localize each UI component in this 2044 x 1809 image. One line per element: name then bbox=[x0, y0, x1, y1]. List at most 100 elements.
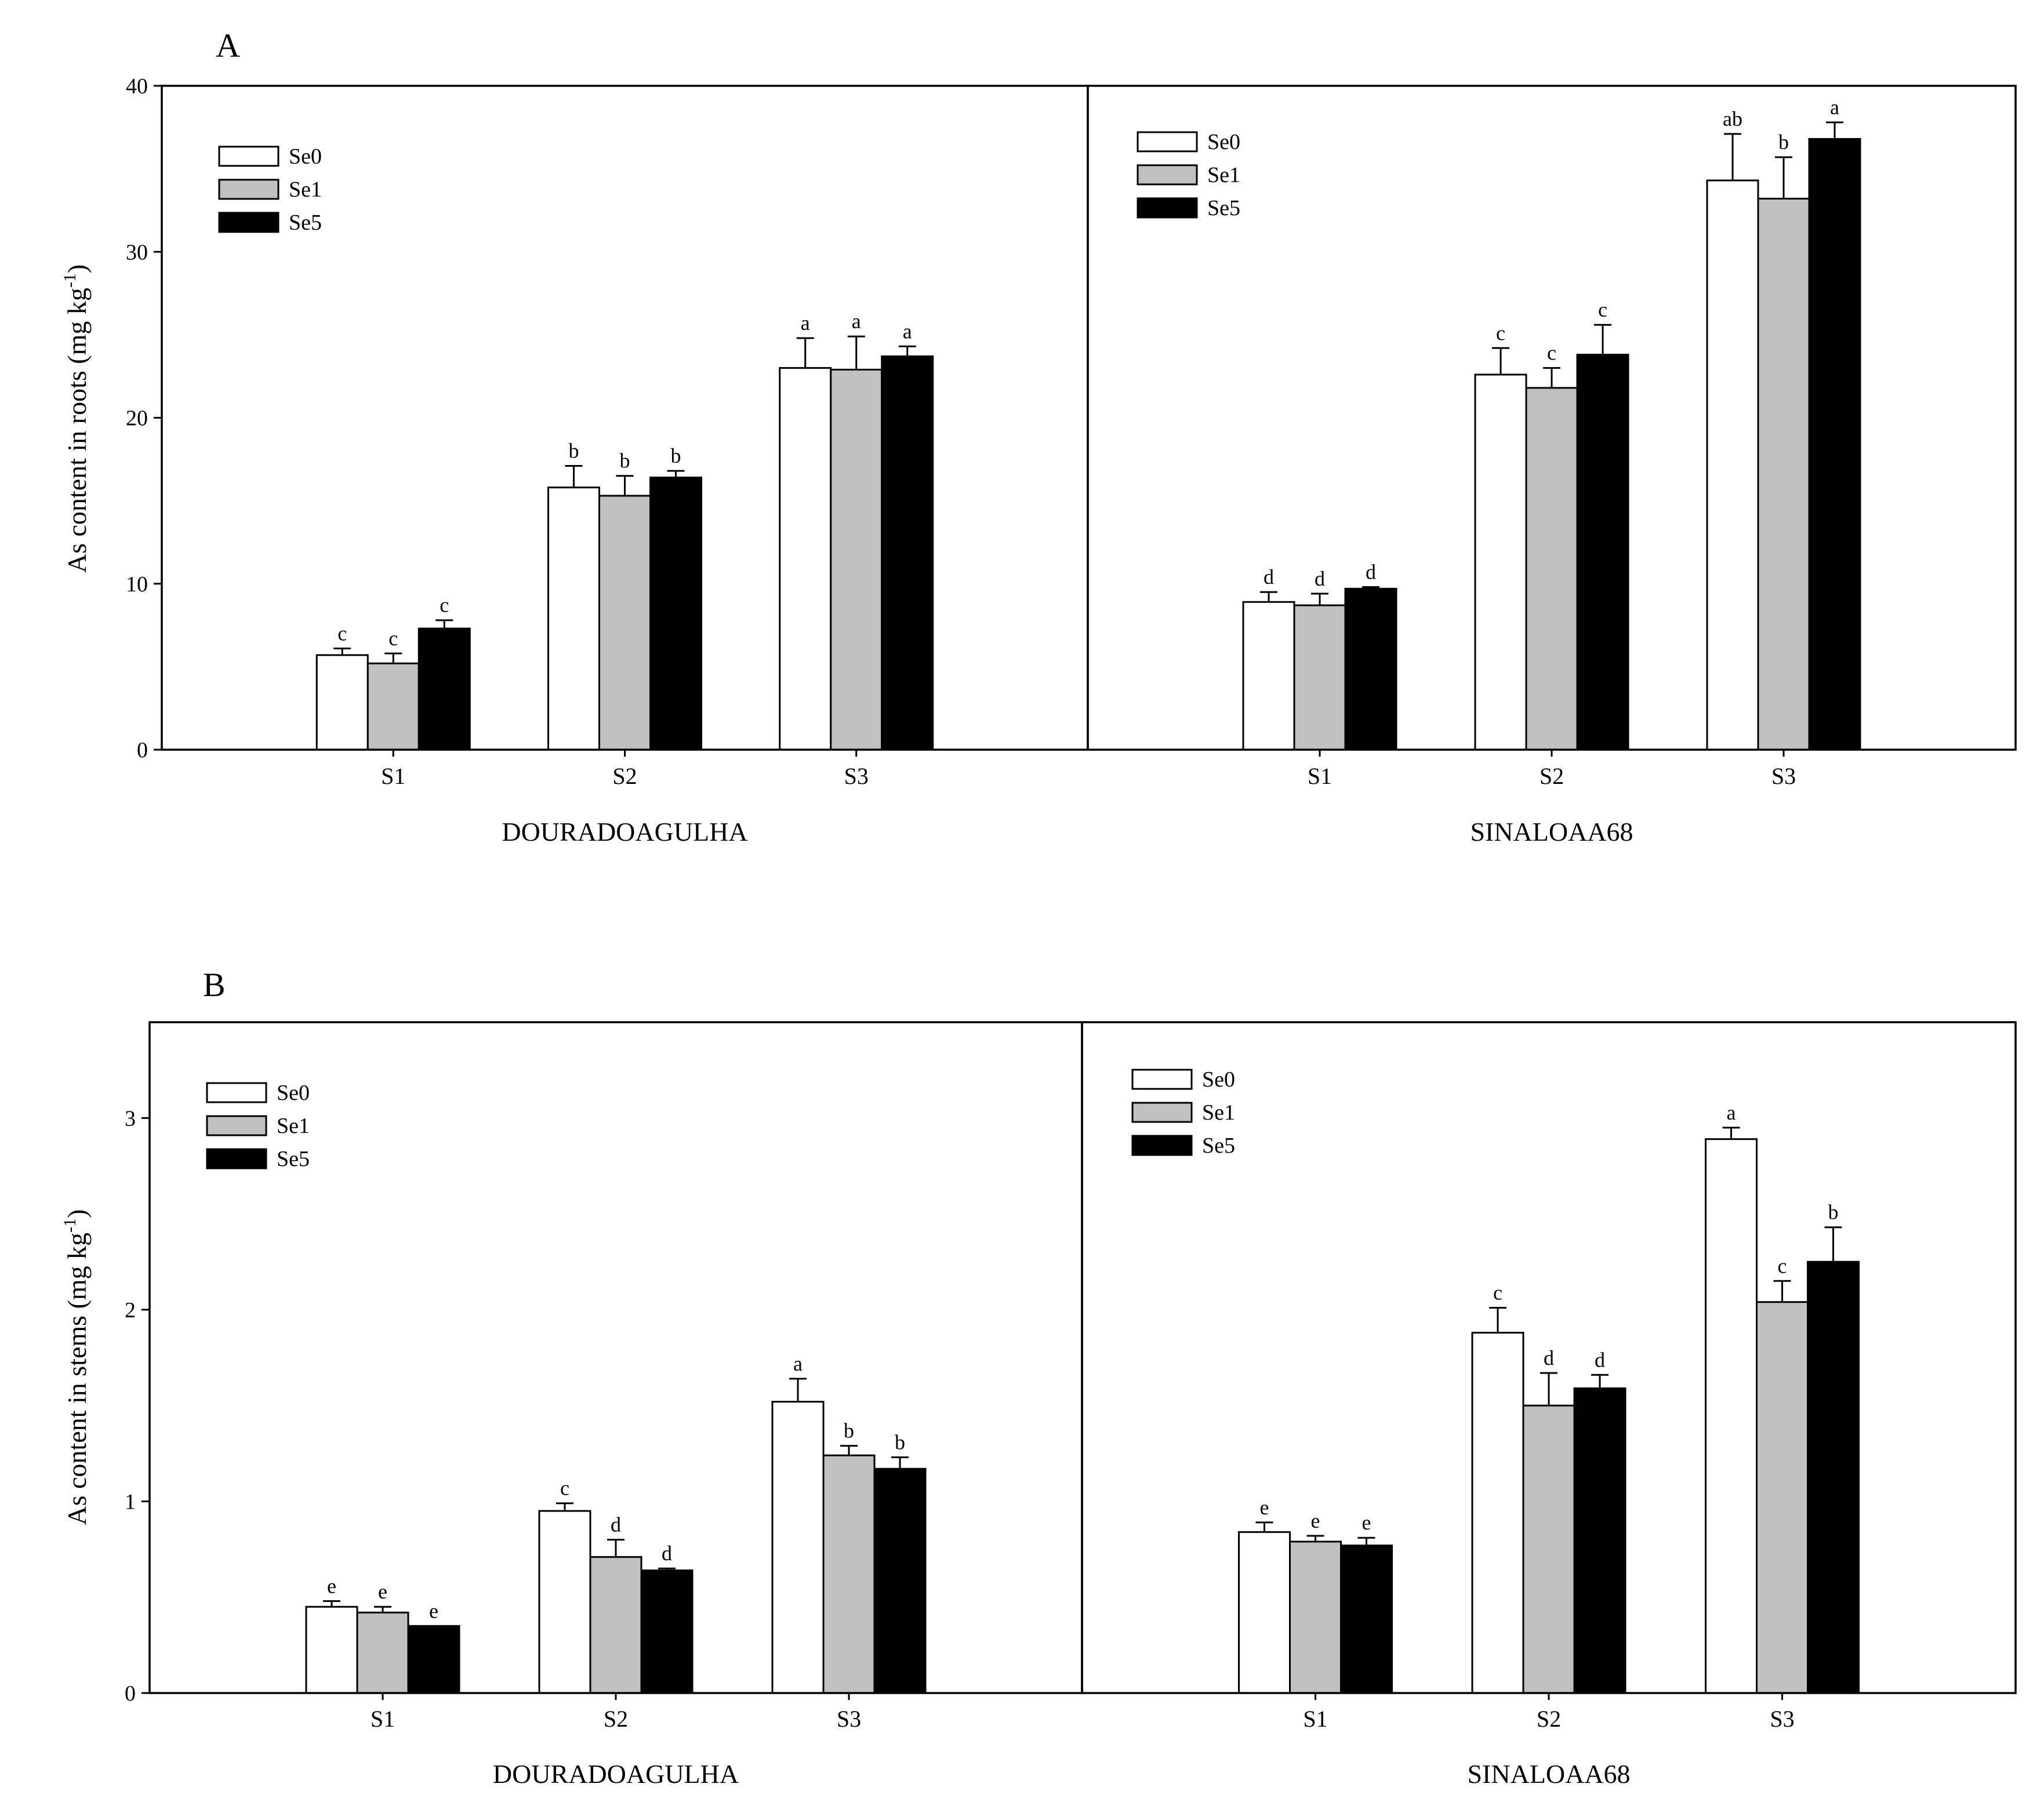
bar-se5-s3 bbox=[1807, 1261, 1860, 1694]
legend-label: Se0 bbox=[1207, 130, 1240, 154]
y-axis-title: As content in roots (mg kg-1) bbox=[60, 264, 92, 573]
category-label: S1 bbox=[371, 1706, 395, 1732]
bar-se1-s1 bbox=[366, 662, 420, 751]
significance-letter: c bbox=[1496, 321, 1505, 344]
bar-se5-s2 bbox=[1573, 1387, 1627, 1694]
significance-letter: c bbox=[337, 622, 347, 645]
category-label: S3 bbox=[1771, 763, 1796, 789]
bar-se5-s3 bbox=[1808, 138, 1861, 751]
bar-se0-s2 bbox=[538, 1510, 591, 1694]
significance-letter: c bbox=[1598, 298, 1607, 321]
legend: Se0 Se1 Se5 bbox=[218, 144, 322, 235]
significance-letter: d bbox=[1264, 565, 1274, 589]
category-label: S3 bbox=[1770, 1706, 1794, 1732]
category-label: S2 bbox=[1537, 1706, 1561, 1732]
significance-letter: d bbox=[662, 1542, 672, 1565]
significance-letter: d bbox=[1595, 1348, 1605, 1371]
legend: Se0 Se1 Se5 bbox=[1131, 1067, 1235, 1158]
bar-se5-s2 bbox=[1576, 354, 1629, 751]
legend-label: Se0 bbox=[277, 1081, 310, 1105]
significance-letter: a bbox=[903, 319, 912, 343]
significance-letter: d bbox=[1366, 560, 1376, 583]
significance-letter: c bbox=[389, 627, 398, 650]
y-tick-label: 20 bbox=[126, 406, 148, 431]
significance-letter: c bbox=[560, 1477, 569, 1500]
significance-letter: a bbox=[852, 310, 861, 333]
legend-label: Se5 bbox=[1207, 196, 1240, 220]
bar-se0-s1 bbox=[305, 1605, 358, 1694]
legend-swatch-se0 bbox=[218, 146, 279, 167]
significance-letter: e bbox=[1260, 1496, 1269, 1519]
group-label: DOURADOAGULHA bbox=[502, 817, 747, 847]
group-label: DOURADOAGULHA bbox=[493, 1759, 739, 1789]
significance-letter: a bbox=[801, 311, 810, 335]
legend-swatch-se1 bbox=[1131, 1102, 1193, 1123]
y-axis-title-superscript: -1 bbox=[60, 1218, 79, 1233]
significance-letter: e bbox=[1311, 1509, 1320, 1532]
significance-letter: b bbox=[844, 1419, 854, 1443]
plot-frame bbox=[1087, 85, 2017, 751]
category-label: S1 bbox=[1303, 1706, 1327, 1732]
y-tick-label: 0 bbox=[137, 738, 148, 762]
significance-letter: e bbox=[327, 1574, 336, 1597]
bar-se5-s1 bbox=[1344, 587, 1397, 751]
significance-letter: ab bbox=[1723, 107, 1742, 130]
legend-swatch-se0 bbox=[1137, 131, 1198, 152]
y-tick-label: 1 bbox=[125, 1490, 136, 1514]
chart-panel-a: A As content in roots (mg kg-1) 0 10 20 30 40 S… bbox=[60, 27, 2017, 847]
group-label: SINALOAA68 bbox=[1470, 817, 1633, 847]
bar-se0-s3 bbox=[771, 1401, 825, 1694]
legend-swatch-se5 bbox=[218, 212, 279, 233]
bar-se0-s1 bbox=[1242, 601, 1295, 751]
bar-se0-s3 bbox=[1705, 1138, 1758, 1694]
panel-letter: B bbox=[203, 966, 226, 1004]
significance-letter: b bbox=[671, 444, 681, 467]
panel-letter: A bbox=[216, 27, 240, 64]
significance-letter: b bbox=[895, 1430, 905, 1454]
legend-swatch-se0 bbox=[1131, 1069, 1193, 1090]
bar-se1-s1 bbox=[1293, 604, 1346, 751]
bar-se0-s2 bbox=[1474, 373, 1527, 751]
chart-panel-b: B As content in stems (mg kg-1) 0 1 2 3 S1 e e e S… bbox=[60, 966, 2017, 1789]
group-label: SINALOAA68 bbox=[1467, 1759, 1630, 1789]
legend-label: Se1 bbox=[289, 177, 322, 202]
bar-se5-s3 bbox=[881, 355, 934, 751]
bar-se1-s3 bbox=[830, 368, 883, 751]
legend-label: Se1 bbox=[1202, 1100, 1235, 1125]
significance-letter: b bbox=[1778, 130, 1789, 154]
legend-label: Se5 bbox=[1202, 1134, 1235, 1158]
bar-se1-s3 bbox=[1757, 198, 1810, 751]
y-tick-label: 30 bbox=[126, 240, 148, 264]
category-label: S1 bbox=[381, 763, 405, 789]
y-axis-title-end: ) bbox=[62, 1209, 92, 1218]
bar-se0-s1 bbox=[1238, 1531, 1291, 1694]
bar-se0-s2 bbox=[1471, 1332, 1524, 1694]
significance-letter: d bbox=[611, 1513, 621, 1536]
y-axis-title-superscript: -1 bbox=[60, 273, 79, 288]
significance-letter: e bbox=[378, 1580, 387, 1603]
y-axis-title-main: As content in roots (mg kg bbox=[62, 288, 92, 573]
significance-letter: b bbox=[1828, 1201, 1839, 1224]
legend-label: Se5 bbox=[289, 210, 322, 235]
y-axis-title-end: ) bbox=[62, 264, 92, 273]
significance-letter: b bbox=[620, 449, 630, 473]
bar-se1-s1 bbox=[356, 1611, 409, 1694]
y-axis-title: As content in stems (mg kg-1) bbox=[60, 1209, 92, 1525]
significance-letter: a bbox=[1727, 1101, 1736, 1124]
bar-se5-s1 bbox=[1340, 1544, 1393, 1694]
significance-letter: c bbox=[1493, 1281, 1502, 1305]
bar-se5-s2 bbox=[640, 1569, 694, 1694]
legend: Se0 Se1 Se5 bbox=[206, 1081, 310, 1171]
bar-se1-s3 bbox=[822, 1454, 876, 1694]
category-label: S2 bbox=[1540, 763, 1564, 789]
bar-se1-s1 bbox=[1289, 1541, 1342, 1694]
legend-swatch-se1 bbox=[1137, 164, 1198, 186]
y-axis-title-main: As content in stems (mg kg bbox=[62, 1233, 92, 1525]
bar-se0-s3 bbox=[779, 367, 832, 751]
legend-label: Se1 bbox=[277, 1114, 310, 1138]
legend: Se0 Se1 Se5 bbox=[1137, 130, 1240, 220]
significance-letter: c bbox=[1778, 1254, 1787, 1277]
legend-swatch-se0 bbox=[206, 1082, 267, 1103]
bar-se0-s3 bbox=[1706, 179, 1759, 751]
